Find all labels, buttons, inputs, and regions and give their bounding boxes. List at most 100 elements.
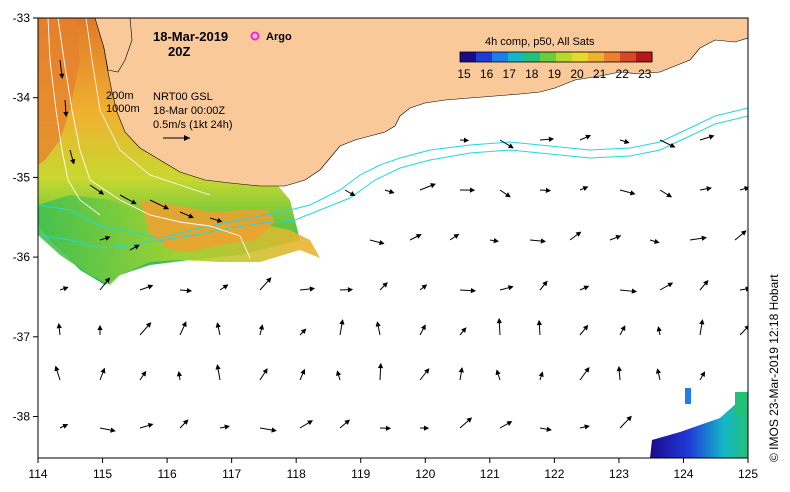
sst-speck — [685, 388, 691, 404]
current-arrow-icon — [579, 186, 589, 191]
current-arrow-icon — [344, 189, 356, 197]
colorbar-segment — [636, 52, 653, 62]
current-arrow-icon — [409, 234, 422, 241]
current-arrow-icon — [619, 288, 638, 294]
y-tick-label: -35 — [13, 170, 31, 184]
current-arrow-icon — [149, 199, 170, 210]
current-arrow-icon — [619, 325, 626, 336]
colorbar — [460, 52, 653, 62]
x-tick-label: 122 — [544, 467, 564, 481]
current-arrow-icon — [459, 417, 473, 429]
current-arrow-icon — [459, 327, 467, 336]
colorbar-frame — [459, 51, 653, 63]
colorbar-tick-label: 22 — [616, 67, 630, 81]
x-tick-label: 118 — [287, 467, 306, 481]
current-arrow-icon — [259, 427, 277, 433]
x-tick-label: 123 — [609, 467, 629, 481]
current-arrow-icon — [459, 137, 470, 143]
y-axis: -33 -34 -35 -36 -37 -38 — [13, 11, 38, 424]
current-arrow-icon — [299, 368, 306, 381]
current-arrow-icon — [379, 282, 388, 291]
current-arrow-icon — [384, 189, 395, 195]
current-arrow-icon — [69, 149, 76, 165]
current-arrow-icon — [219, 424, 230, 430]
sst-swath-red-band — [38, 18, 80, 165]
current-arrow-icon — [538, 371, 544, 381]
current-arrow-icon — [419, 425, 430, 431]
current-arrow-icon — [258, 324, 264, 336]
current-arrow-icon — [119, 194, 137, 205]
current-arrow-icon — [339, 419, 350, 429]
current-arrow-icon — [539, 187, 552, 193]
x-tick-label: 114 — [28, 467, 47, 481]
current-arrow-icon — [139, 370, 147, 381]
y-tick-label: -34 — [13, 91, 31, 105]
current-arrow-icon — [689, 235, 707, 241]
current-arrow-icon — [579, 285, 590, 291]
current-arrow-icon — [299, 286, 316, 292]
current-arrow-icon — [215, 322, 221, 336]
current-arrow-icon — [499, 285, 514, 291]
current-arrow-icon — [139, 284, 154, 291]
sst-speck — [735, 392, 748, 416]
current-arrow-icon — [699, 279, 709, 291]
current-arrow-icon — [734, 230, 747, 241]
current-arrow-icon — [419, 183, 436, 191]
contour-shelf-west-3 — [85, 18, 211, 196]
current-arrow-icon — [339, 287, 354, 293]
argo-marker-icon — [250, 31, 260, 41]
colorbar-segment — [588, 52, 605, 62]
contour-200m — [38, 107, 748, 239]
colorbar-title: 4h comp, p50, All Sats — [485, 36, 595, 48]
colorbar-tick-label: 23 — [638, 67, 652, 81]
current-arrow-icon — [56, 322, 62, 336]
current-arrow-icon — [299, 328, 307, 336]
x-tick-label: 116 — [158, 467, 177, 481]
current-arrow-icon — [449, 233, 460, 241]
current-arrow-icon — [99, 235, 111, 241]
current-arrow-icon — [219, 284, 229, 291]
current-arrow-icon — [609, 234, 622, 241]
current-arrow-icon — [179, 287, 193, 294]
colorbar-segment — [492, 52, 509, 62]
y-tick-label: -36 — [13, 250, 31, 264]
colorbar-segment — [508, 52, 525, 62]
x-tick-label: 120 — [415, 467, 435, 481]
colorbar-ticks: 15 16 17 18 19 20 21 22 23 — [457, 67, 651, 81]
current-arrow-icon — [499, 139, 514, 149]
colorbar-segment — [572, 52, 589, 62]
credit-text: © IMOS 23-Mar-2019 12:18 Hobart — [767, 274, 781, 462]
sst-patch-se — [650, 392, 748, 458]
current-arrow-icon — [419, 368, 430, 381]
current-arrow-icon — [659, 189, 673, 198]
current-arrow-icon — [539, 136, 555, 142]
y-tick-label: -38 — [13, 410, 31, 424]
map-area — [38, 18, 748, 458]
current-arrow-icon — [619, 415, 632, 429]
current-arrow-icon — [699, 186, 712, 192]
colorbar-tick-label: 16 — [480, 67, 494, 81]
current-arrow-icon — [419, 324, 426, 336]
current-arrow-icon — [579, 424, 590, 430]
colorbar-segment — [476, 52, 493, 62]
colorbar-segment — [524, 52, 541, 62]
contour-1000m — [38, 115, 748, 249]
colorbar-segment — [540, 52, 557, 62]
map-frame — [37, 17, 749, 459]
current-arrow-icon — [656, 326, 662, 336]
x-tick-label: 117 — [222, 467, 241, 481]
current-arrow-icon — [129, 244, 140, 251]
current-arrow-icon — [569, 231, 582, 241]
current-arrow-icon — [339, 319, 345, 336]
colorbar-tick-label: 18 — [525, 67, 539, 81]
x-tick-label: 125 — [738, 467, 758, 481]
x-tick-label: 121 — [480, 467, 500, 481]
contour-label-1000m: 1000m — [106, 103, 140, 115]
current-arrow-icon — [529, 238, 547, 244]
current-arrow-icon — [495, 369, 501, 381]
current-arrow-icon — [459, 287, 477, 294]
current-arrow-icon — [375, 321, 381, 336]
current-arrow-icon — [659, 139, 676, 148]
current-arrow-icon — [619, 189, 636, 196]
